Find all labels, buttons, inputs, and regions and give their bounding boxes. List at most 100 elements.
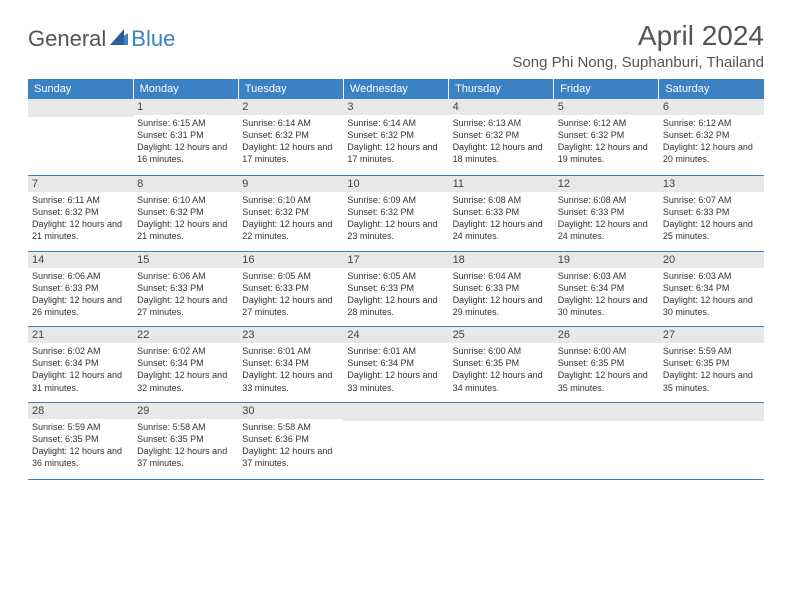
daylight-text: Daylight: 12 hours and 17 minutes. bbox=[347, 141, 444, 165]
sunrise-text: Sunrise: 6:03 AM bbox=[663, 270, 760, 282]
daylight-text: Daylight: 12 hours and 35 minutes. bbox=[663, 369, 760, 393]
sunset-text: Sunset: 6:33 PM bbox=[453, 206, 550, 218]
daylight-text: Daylight: 12 hours and 30 minutes. bbox=[558, 294, 655, 318]
calendar-day-cell: 7Sunrise: 6:11 AMSunset: 6:32 PMDaylight… bbox=[28, 176, 133, 252]
sunset-text: Sunset: 6:32 PM bbox=[242, 129, 339, 141]
day-number: 2 bbox=[238, 99, 343, 115]
day-body: Sunrise: 5:58 AMSunset: 6:36 PMDaylight:… bbox=[238, 419, 343, 478]
day-number: 30 bbox=[238, 403, 343, 419]
sunset-text: Sunset: 6:35 PM bbox=[558, 357, 655, 369]
calendar-day-cell bbox=[554, 402, 659, 479]
day-number: 20 bbox=[659, 252, 764, 268]
sunset-text: Sunset: 6:32 PM bbox=[347, 129, 444, 141]
day-body: Sunrise: 6:08 AMSunset: 6:33 PMDaylight:… bbox=[449, 192, 554, 251]
calendar-day-cell bbox=[659, 402, 764, 479]
calendar-week-row: 1Sunrise: 6:15 AMSunset: 6:31 PMDaylight… bbox=[28, 99, 764, 176]
calendar-day-cell: 22Sunrise: 6:02 AMSunset: 6:34 PMDayligh… bbox=[133, 327, 238, 403]
day-number: 14 bbox=[28, 252, 133, 268]
sunset-text: Sunset: 6:32 PM bbox=[242, 206, 339, 218]
calendar-day-cell: 26Sunrise: 6:00 AMSunset: 6:35 PMDayligh… bbox=[554, 327, 659, 403]
weekday-header: Sunday bbox=[28, 79, 133, 99]
sunrise-text: Sunrise: 6:10 AM bbox=[242, 194, 339, 206]
day-body: Sunrise: 6:01 AMSunset: 6:34 PMDaylight:… bbox=[343, 343, 448, 402]
day-body: Sunrise: 5:58 AMSunset: 6:35 PMDaylight:… bbox=[133, 419, 238, 478]
sunset-text: Sunset: 6:33 PM bbox=[453, 282, 550, 294]
calendar-day-cell bbox=[343, 402, 448, 479]
calendar-day-cell: 15Sunrise: 6:06 AMSunset: 6:33 PMDayligh… bbox=[133, 251, 238, 327]
logo-text-1: General bbox=[28, 26, 106, 52]
calendar-day-cell: 27Sunrise: 5:59 AMSunset: 6:35 PMDayligh… bbox=[659, 327, 764, 403]
sunset-text: Sunset: 6:34 PM bbox=[558, 282, 655, 294]
day-number: 8 bbox=[133, 176, 238, 192]
calendar-week-row: 21Sunrise: 6:02 AMSunset: 6:34 PMDayligh… bbox=[28, 327, 764, 403]
day-number: 6 bbox=[659, 99, 764, 115]
day-number: 17 bbox=[343, 252, 448, 268]
day-number: 9 bbox=[238, 176, 343, 192]
day-body: Sunrise: 6:12 AMSunset: 6:32 PMDaylight:… bbox=[554, 115, 659, 174]
daylight-text: Daylight: 12 hours and 24 minutes. bbox=[558, 218, 655, 242]
day-number: 1 bbox=[133, 99, 238, 115]
calendar-day-cell: 6Sunrise: 6:12 AMSunset: 6:32 PMDaylight… bbox=[659, 99, 764, 176]
daylight-text: Daylight: 12 hours and 36 minutes. bbox=[32, 445, 129, 469]
daylight-text: Daylight: 12 hours and 34 minutes. bbox=[453, 369, 550, 393]
calendar-day-cell: 25Sunrise: 6:00 AMSunset: 6:35 PMDayligh… bbox=[449, 327, 554, 403]
sunset-text: Sunset: 6:32 PM bbox=[32, 206, 129, 218]
sunset-text: Sunset: 6:32 PM bbox=[663, 129, 760, 141]
day-number-empty bbox=[343, 403, 448, 421]
day-body: Sunrise: 6:03 AMSunset: 6:34 PMDaylight:… bbox=[554, 268, 659, 327]
sunrise-text: Sunrise: 6:06 AM bbox=[137, 270, 234, 282]
day-number: 16 bbox=[238, 252, 343, 268]
sunset-text: Sunset: 6:33 PM bbox=[32, 282, 129, 294]
sunrise-text: Sunrise: 5:59 AM bbox=[663, 345, 760, 357]
calendar-day-cell bbox=[28, 99, 133, 176]
sunset-text: Sunset: 6:32 PM bbox=[453, 129, 550, 141]
daylight-text: Daylight: 12 hours and 28 minutes. bbox=[347, 294, 444, 318]
daylight-text: Daylight: 12 hours and 31 minutes. bbox=[32, 369, 129, 393]
daylight-text: Daylight: 12 hours and 27 minutes. bbox=[137, 294, 234, 318]
day-body: Sunrise: 6:10 AMSunset: 6:32 PMDaylight:… bbox=[238, 192, 343, 251]
sunset-text: Sunset: 6:33 PM bbox=[242, 282, 339, 294]
calendar-day-cell: 28Sunrise: 5:59 AMSunset: 6:35 PMDayligh… bbox=[28, 402, 133, 479]
day-number-empty bbox=[659, 403, 764, 421]
daylight-text: Daylight: 12 hours and 35 minutes. bbox=[558, 369, 655, 393]
day-body bbox=[28, 117, 133, 175]
day-body: Sunrise: 6:05 AMSunset: 6:33 PMDaylight:… bbox=[343, 268, 448, 327]
calendar-day-cell: 23Sunrise: 6:01 AMSunset: 6:34 PMDayligh… bbox=[238, 327, 343, 403]
calendar-day-cell: 18Sunrise: 6:04 AMSunset: 6:33 PMDayligh… bbox=[449, 251, 554, 327]
day-body bbox=[659, 421, 764, 479]
sunrise-text: Sunrise: 6:01 AM bbox=[347, 345, 444, 357]
calendar-day-cell: 5Sunrise: 6:12 AMSunset: 6:32 PMDaylight… bbox=[554, 99, 659, 176]
calendar-day-cell: 29Sunrise: 5:58 AMSunset: 6:35 PMDayligh… bbox=[133, 402, 238, 479]
weekday-header: Saturday bbox=[659, 79, 764, 99]
day-number: 12 bbox=[554, 176, 659, 192]
calendar-day-cell: 20Sunrise: 6:03 AMSunset: 6:34 PMDayligh… bbox=[659, 251, 764, 327]
day-body: Sunrise: 6:02 AMSunset: 6:34 PMDaylight:… bbox=[28, 343, 133, 402]
sunrise-text: Sunrise: 6:14 AM bbox=[347, 117, 444, 129]
sunrise-text: Sunrise: 6:01 AM bbox=[242, 345, 339, 357]
calendar-day-cell: 13Sunrise: 6:07 AMSunset: 6:33 PMDayligh… bbox=[659, 176, 764, 252]
day-number-empty bbox=[554, 403, 659, 421]
daylight-text: Daylight: 12 hours and 29 minutes. bbox=[453, 294, 550, 318]
sunset-text: Sunset: 6:34 PM bbox=[347, 357, 444, 369]
sunrise-text: Sunrise: 5:58 AM bbox=[242, 421, 339, 433]
sunset-text: Sunset: 6:34 PM bbox=[663, 282, 760, 294]
daylight-text: Daylight: 12 hours and 18 minutes. bbox=[453, 141, 550, 165]
daylight-text: Daylight: 12 hours and 19 minutes. bbox=[558, 141, 655, 165]
day-body bbox=[343, 421, 448, 479]
day-number: 4 bbox=[449, 99, 554, 115]
daylight-text: Daylight: 12 hours and 32 minutes. bbox=[137, 369, 234, 393]
sunrise-text: Sunrise: 6:08 AM bbox=[558, 194, 655, 206]
calendar-week-row: 7Sunrise: 6:11 AMSunset: 6:32 PMDaylight… bbox=[28, 176, 764, 252]
calendar-week-row: 28Sunrise: 5:59 AMSunset: 6:35 PMDayligh… bbox=[28, 402, 764, 479]
calendar-day-cell: 24Sunrise: 6:01 AMSunset: 6:34 PMDayligh… bbox=[343, 327, 448, 403]
day-body: Sunrise: 6:13 AMSunset: 6:32 PMDaylight:… bbox=[449, 115, 554, 174]
sunset-text: Sunset: 6:33 PM bbox=[137, 282, 234, 294]
calendar-day-cell: 10Sunrise: 6:09 AMSunset: 6:32 PMDayligh… bbox=[343, 176, 448, 252]
day-number: 19 bbox=[554, 252, 659, 268]
calendar-day-cell: 16Sunrise: 6:05 AMSunset: 6:33 PMDayligh… bbox=[238, 251, 343, 327]
daylight-text: Daylight: 12 hours and 33 minutes. bbox=[242, 369, 339, 393]
sunrise-text: Sunrise: 6:03 AM bbox=[558, 270, 655, 282]
day-number: 28 bbox=[28, 403, 133, 419]
sunrise-text: Sunrise: 5:59 AM bbox=[32, 421, 129, 433]
day-body: Sunrise: 6:11 AMSunset: 6:32 PMDaylight:… bbox=[28, 192, 133, 251]
